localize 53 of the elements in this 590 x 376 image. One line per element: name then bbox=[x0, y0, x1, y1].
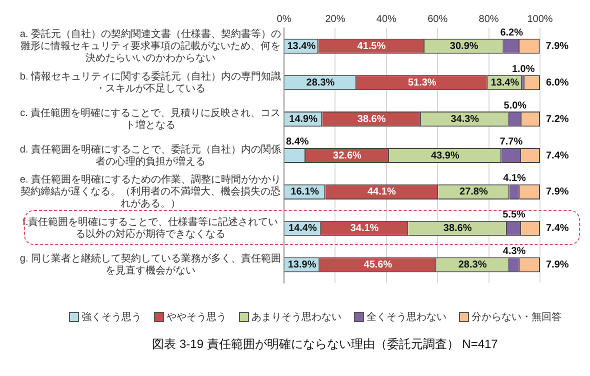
data-label: 7.2% bbox=[546, 114, 569, 125]
y-tick-label: d. 責任範囲を明確にすることで、委託元（自社）内の関係者の心理的負担が増える bbox=[20, 143, 282, 168]
data-label: 41.5% bbox=[357, 40, 386, 52]
data-label: 6.0% bbox=[546, 77, 569, 88]
data-label: 7.4% bbox=[546, 223, 569, 234]
y-tick-label: g. 同じ業者と継続して契約している業務が多く、責任範囲を見直す機会がない bbox=[20, 252, 282, 277]
data-label: 14.4% bbox=[288, 223, 317, 234]
y-tick-label: e. 責任範囲を明確にするための作業、調整に時間がかかり契約締結が遅くなる。（利用者の不満増大、機会損失の恐れがある。） bbox=[20, 174, 282, 210]
x-tick-label: 100% bbox=[527, 14, 553, 25]
data-label: 6.2% bbox=[500, 27, 524, 38]
legend-label: あまりそう思わない bbox=[252, 311, 342, 324]
data-label: 7.9% bbox=[546, 186, 569, 198]
x-tick-label: 60% bbox=[428, 14, 448, 25]
data-label: 4.1% bbox=[503, 173, 526, 184]
data-label: 32.6% bbox=[333, 150, 362, 162]
x-tick-label: 0% bbox=[276, 14, 292, 25]
data-label: 45.6% bbox=[364, 260, 392, 271]
data-label: 7.7% bbox=[500, 136, 523, 148]
data-label: 30.9% bbox=[450, 40, 478, 52]
y-tick-label: c. 責任範囲を明確にすることで、見積りに反映され、コスト増となる bbox=[20, 106, 281, 131]
legend-label: 全くそう思わない bbox=[366, 311, 446, 324]
legend-label: 強くそう思う bbox=[82, 311, 142, 324]
data-label: 38.6% bbox=[357, 114, 386, 125]
data-label: 14.9% bbox=[289, 114, 318, 125]
data-label: 4.3% bbox=[502, 246, 526, 258]
data-label: 7.9% bbox=[546, 40, 569, 52]
x-tick-label: 20% bbox=[325, 14, 346, 25]
data-label: 13.9% bbox=[288, 260, 316, 271]
legend-label: ややそう思う bbox=[166, 311, 226, 324]
data-label: 7.4% bbox=[546, 150, 569, 162]
data-label: 34.3% bbox=[450, 114, 480, 125]
data-label: 5.5% bbox=[502, 210, 526, 221]
data-label: 28.3% bbox=[458, 260, 487, 271]
data-label: 16.1% bbox=[290, 186, 320, 198]
data-label: 44.1% bbox=[367, 186, 396, 198]
x-tick-label: 40% bbox=[376, 14, 397, 25]
data-label: 13.4% bbox=[490, 77, 520, 88]
y-tick-label: a. 委託元（自社）の契約関連文書（仕様書、契約書等）の雛形に情報セキュリティ要求事項の記載がないため、何を決めたらいいのかわからない bbox=[20, 28, 282, 64]
text: 図表 3-19 責任範囲が明確にならない理由（委託元調査） N=417 bbox=[151, 336, 499, 353]
data-label: 38.6% bbox=[443, 223, 472, 234]
data-label: 51.3% bbox=[408, 77, 436, 88]
data-label: 34.1% bbox=[350, 223, 379, 234]
x-tick-label: 80% bbox=[478, 14, 499, 25]
data-label: 5.0% bbox=[504, 100, 527, 112]
data-label: 27.8% bbox=[460, 186, 488, 198]
data-label: 43.9% bbox=[430, 150, 460, 162]
data-label: 13.4% bbox=[287, 40, 316, 52]
data-label: 28.3% bbox=[306, 77, 335, 88]
data-label: 8.4% bbox=[286, 136, 309, 148]
data-label: 1.0% bbox=[512, 64, 535, 75]
data-label: 7.9% bbox=[546, 260, 569, 271]
legend-label: 分からない・無回答 bbox=[472, 311, 562, 324]
y-tick-label: b. 情報セキュリティに関する委託元（自社）内の専門知識・スキルが不足している bbox=[20, 70, 282, 94]
